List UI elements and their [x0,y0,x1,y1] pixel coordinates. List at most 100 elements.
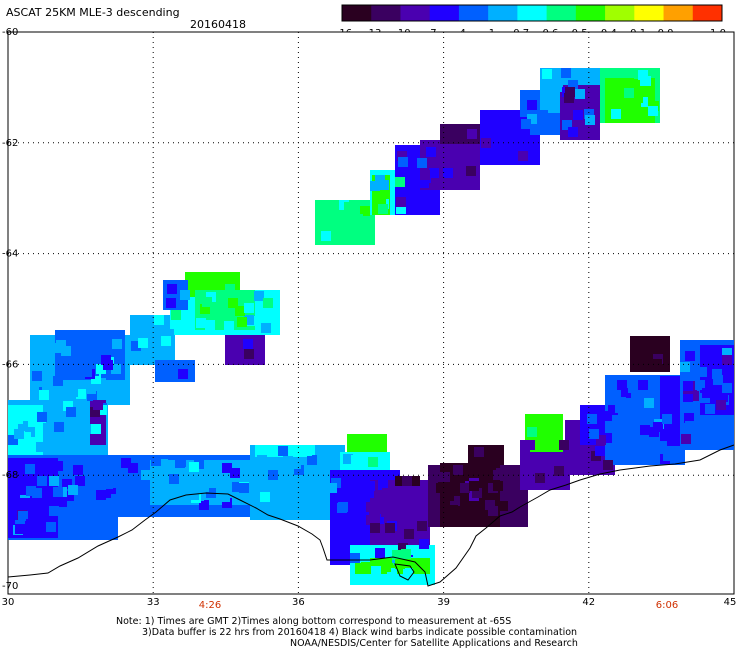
backscatter-cell [86,384,96,394]
backscatter-cell [657,441,667,451]
backscatter-cell [649,427,659,437]
backscatter-cell [648,106,658,116]
backscatter-cell [26,519,36,529]
backscatter-cell [685,421,695,431]
backscatter-cell [529,139,539,149]
backscatter-cell [184,310,194,320]
backscatter-cell [474,447,484,457]
colorbar-swatch [634,5,665,21]
time-label: 4:26 [199,600,221,610]
backscatter-cell [112,339,122,349]
backscatter-cell [616,397,626,407]
map-date: 20160418 [190,18,246,31]
backscatter-cell [360,206,370,216]
backscatter-cell [417,158,427,168]
latitude-label: -62 [2,138,18,149]
backscatter-cell [71,348,81,358]
backscatter-cell [161,336,171,346]
backscatter-cell [480,145,490,155]
backscatter-cell [381,562,391,572]
backscatter-cell [68,387,78,397]
graticule [8,32,734,594]
backscatter-cell [252,479,262,489]
backscatter-cell [244,315,254,325]
backscatter-cell [485,500,495,510]
backscatter-cell [42,380,52,390]
backscatter-cell [307,455,317,465]
backscatter-cell [392,550,402,560]
backscatter-cell [624,88,634,98]
backscatter-cell [158,459,168,469]
longitude-label: 36 [292,597,305,608]
backscatter-cell [222,463,232,473]
backscatter-cell [680,362,690,372]
backscatter-cell [257,455,267,465]
backscatter-cell [189,490,199,500]
backscatter-cell [621,388,631,398]
backscatter-cell [235,306,245,316]
backscatter-cell [615,403,625,413]
colorbar-swatch [692,5,723,21]
backscatter-cell [641,76,651,86]
backscatter-cell [169,474,179,484]
backscatter-cell [368,457,378,467]
backscatter-cell [572,450,582,460]
backscatter-cell [589,92,599,102]
backscatter-cell [371,566,381,576]
backscatter-cell [387,568,397,578]
backscatter-cells [8,68,734,585]
backscatter-cell [101,355,111,365]
backscatter-cell [374,501,384,511]
backscatter-cell [49,506,59,516]
backscatter-cell [164,329,174,339]
backscatter-cell [402,476,412,486]
backscatter-cell [130,491,140,501]
backscatter-cell [481,138,491,148]
backscatter-cell [93,400,103,410]
backscatter-cell [53,487,63,497]
backscatter-cell [398,543,408,553]
backscatter-cell [244,303,254,313]
backscatter-cell [254,291,264,301]
backscatter-cell [565,87,575,97]
backscatter-cell [559,440,569,450]
map-title: ASCAT 25KM MLE-3 descending [6,6,180,19]
backscatter-cell [343,454,353,464]
backscatter-cell [375,548,385,558]
backscatter-cell [420,170,430,180]
note-line-1: Note: 1) Times are GMT 2)Times along bot… [116,616,512,627]
backscatter-cell [199,500,209,510]
backscatter-cell [333,229,343,239]
backscatter-cell [294,465,304,475]
backscatter-cell [562,120,572,130]
backscatter-cell [548,98,558,108]
backscatter-cell [695,380,705,390]
backscatter-cell [517,139,527,149]
backscatter-cell [26,486,36,496]
longitude-label: 42 [582,597,595,608]
coastline [7,444,735,587]
backscatter-cell [66,407,76,417]
backscatter-cell [87,391,97,401]
backscatter-cell [472,488,482,498]
longitude-labels: 30 33 36 39 42 45 [2,597,737,608]
backscatter-cell [396,204,406,214]
colorbar-swatch [342,5,372,21]
colorbar-swatch [663,5,694,21]
backscatter-cell [344,202,354,212]
backscatter-cell [82,367,92,377]
backscatter-cell [56,340,66,350]
backscatter-cell [106,488,116,498]
backscatter-cell [180,290,190,300]
backscatter-cell [63,401,73,411]
backscatter-cell [37,502,47,512]
backscatter-cell [584,109,594,119]
backscatter-cell [381,507,391,517]
backscatter-cell [417,521,427,531]
backscatter-cell [205,274,215,284]
backscatter-cell [525,440,535,450]
backscatter-cell [438,482,448,492]
inlet-outline [394,563,415,581]
backscatter-cell [705,404,715,414]
backscatter-cell [395,177,405,187]
